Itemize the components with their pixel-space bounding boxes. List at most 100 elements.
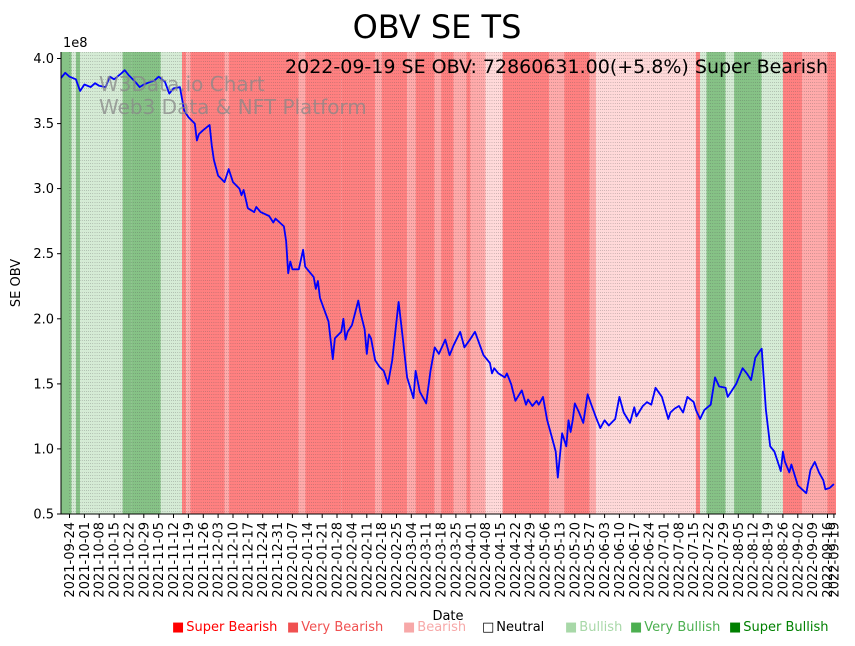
x-tick-label: 2021-10-29	[137, 522, 152, 598]
x-tick-label: 2022-07-15	[687, 522, 702, 598]
x-tick-label: 2022-03-11	[420, 522, 435, 598]
sentiment-band	[228, 52, 299, 514]
legend-swatch: ■	[565, 620, 578, 635]
x-tick-label: 2022-04-22	[509, 522, 524, 598]
x-tick-label: 2022-09-09	[806, 522, 821, 598]
x-tick-label: 2022-01-21	[316, 522, 331, 598]
y-tick-label: 3.5	[33, 117, 54, 132]
x-tick-label: 2022-03-04	[405, 522, 420, 598]
sentiment-band	[596, 52, 696, 514]
sentiment-band	[298, 52, 306, 514]
x-tick-label: 2021-11-19	[182, 522, 197, 598]
sentiment-band	[434, 52, 442, 514]
legend-label: Neutral	[496, 620, 545, 635]
legend-item: ■ Bearish	[403, 620, 466, 635]
x-tick-label: 2022-07-29	[717, 522, 732, 598]
legend-item: ■ Super Bullish	[729, 620, 829, 635]
x-tick-label: 2022-02-11	[360, 522, 375, 598]
sentiment-band	[305, 52, 342, 514]
x-tick-label: 2021-11-05	[152, 522, 167, 598]
x-tick-label: 2022-08-12	[747, 522, 762, 598]
legend-label: Bullish	[579, 620, 623, 635]
x-axis-label: Date	[432, 609, 463, 620]
y-axis-label: SE OBV	[9, 259, 24, 307]
x-tick-label: 2022-01-07	[286, 522, 301, 598]
y-tick-label: 2.5	[33, 247, 54, 262]
x-tick-label: 2022-08-26	[776, 522, 791, 598]
y-tick-label: 4.0	[33, 52, 54, 67]
x-tick-label: 2022-09-16	[821, 522, 836, 598]
legend-label: Bearish	[417, 620, 467, 635]
x-tick-label: 2022-04-08	[479, 522, 494, 598]
x-tick-label: 2022-01-14	[301, 522, 316, 598]
obv-series	[60, 69, 835, 495]
x-tick-label: 2021-11-12	[167, 522, 182, 598]
x-tick-label: 2021-12-17	[241, 522, 256, 598]
y-tick-label: 1.0	[33, 442, 54, 457]
x-tick-label: 2021-10-22	[122, 522, 137, 598]
sentiment-band	[549, 52, 565, 514]
legend-item: □ Neutral	[482, 620, 544, 635]
x-tick-label: 2022-07-08	[672, 522, 687, 598]
sentiment-band	[375, 52, 382, 514]
x-tick-label: 2021-12-03	[212, 522, 227, 598]
watermark-line-1: W3Data.io Chart	[99, 72, 265, 96]
watermark-line-2: Web3 Data & NFT Platform	[99, 95, 367, 119]
x-tick-label: 2022-02-18	[375, 522, 390, 598]
legend-label: Very Bullish	[644, 620, 721, 635]
x-tick-label: 2022-07-01	[658, 522, 673, 598]
legend: ■ Super Bearish ■ Very Bearish ■ Bearish □ Neut…	[0, 620, 855, 638]
legend-swatch: ■	[403, 620, 416, 635]
x-tick-label: 2021-12-10	[227, 522, 242, 598]
y-tick-label: 0.5	[33, 508, 54, 523]
x-tick-label: 2022-02-04	[345, 522, 360, 598]
x-tick-label: 2022-08-05	[732, 522, 747, 598]
legend-swatch: ■	[172, 620, 185, 635]
sentiment-band	[154, 52, 161, 514]
sentiment-band	[700, 52, 707, 514]
x-tick-label: 2021-10-08	[93, 522, 108, 598]
y-ticks: 0.5 1.0 1.5 2.0 2.5 3.0 3.5 4.0	[33, 52, 61, 523]
sentiment-band	[131, 52, 155, 514]
x-tick-label: 2022-03-18	[435, 522, 450, 598]
y-multiplier-label: 1e8	[63, 36, 88, 51]
legend-item: ■ Very Bearish	[287, 620, 383, 635]
x-tick-label: 2022-06-24	[643, 522, 658, 598]
legend-label: Super Bullish	[743, 620, 829, 635]
x-tick-label: 2022-04-01	[464, 522, 479, 598]
x-tick-label: 2021-10-15	[108, 522, 123, 598]
x-tick-label: 2021-10-01	[78, 522, 93, 598]
x-tick-label: 2022-05-27	[583, 522, 598, 598]
x-tick-label: 2022-06-10	[613, 522, 628, 598]
chart-title: OBV SE TS	[353, 8, 522, 46]
x-tick-label: 2021-12-31	[271, 522, 286, 598]
legend-item: ■ Super Bearish	[172, 620, 277, 635]
x-tick-label: 2022-05-13	[554, 522, 569, 598]
x-tick-label: 2022-06-03	[598, 522, 613, 598]
legend-swatch: ■	[287, 620, 300, 635]
legend-swatch: ■	[729, 620, 742, 635]
x-tick-label: 2021-12-24	[256, 522, 271, 598]
y-tick-label: 1.5	[33, 377, 54, 392]
x-tick-label: 2022-04-15	[494, 522, 509, 598]
sentiment-band	[734, 52, 762, 514]
y-tick-label: 2.0	[33, 312, 54, 327]
x-tick-label: 2022-07-22	[702, 522, 717, 598]
sentiment-band	[589, 52, 597, 514]
x-tick-label: 2022-09-02	[791, 522, 806, 598]
status-annotation: 2022-09-19 SE OBV: 72860631.00(+5.8%) Su…	[285, 56, 828, 78]
legend-swatch: ■	[630, 620, 643, 635]
sentiment-band	[415, 52, 435, 514]
x-tick-label: 2022-05-06	[539, 522, 554, 598]
sentiment-band	[782, 52, 802, 514]
obv-line	[60, 69, 835, 495]
legend-label: Super Bearish	[186, 620, 278, 635]
obv-chart: OBV SE TS W3Data.io Chart Web3 Data & NF…	[9, 8, 842, 620]
x-tick-label: 2022-03-25	[449, 522, 464, 598]
x-tick-label: 2022-01-28	[331, 522, 346, 598]
legend-swatch: □	[482, 620, 495, 635]
watermark: W3Data.io Chart Web3 Data & NFT Platform	[99, 72, 367, 119]
x-tick-label: 2022-02-25	[390, 522, 405, 598]
sentiment-band	[706, 52, 726, 514]
sentiment-band	[470, 52, 486, 514]
